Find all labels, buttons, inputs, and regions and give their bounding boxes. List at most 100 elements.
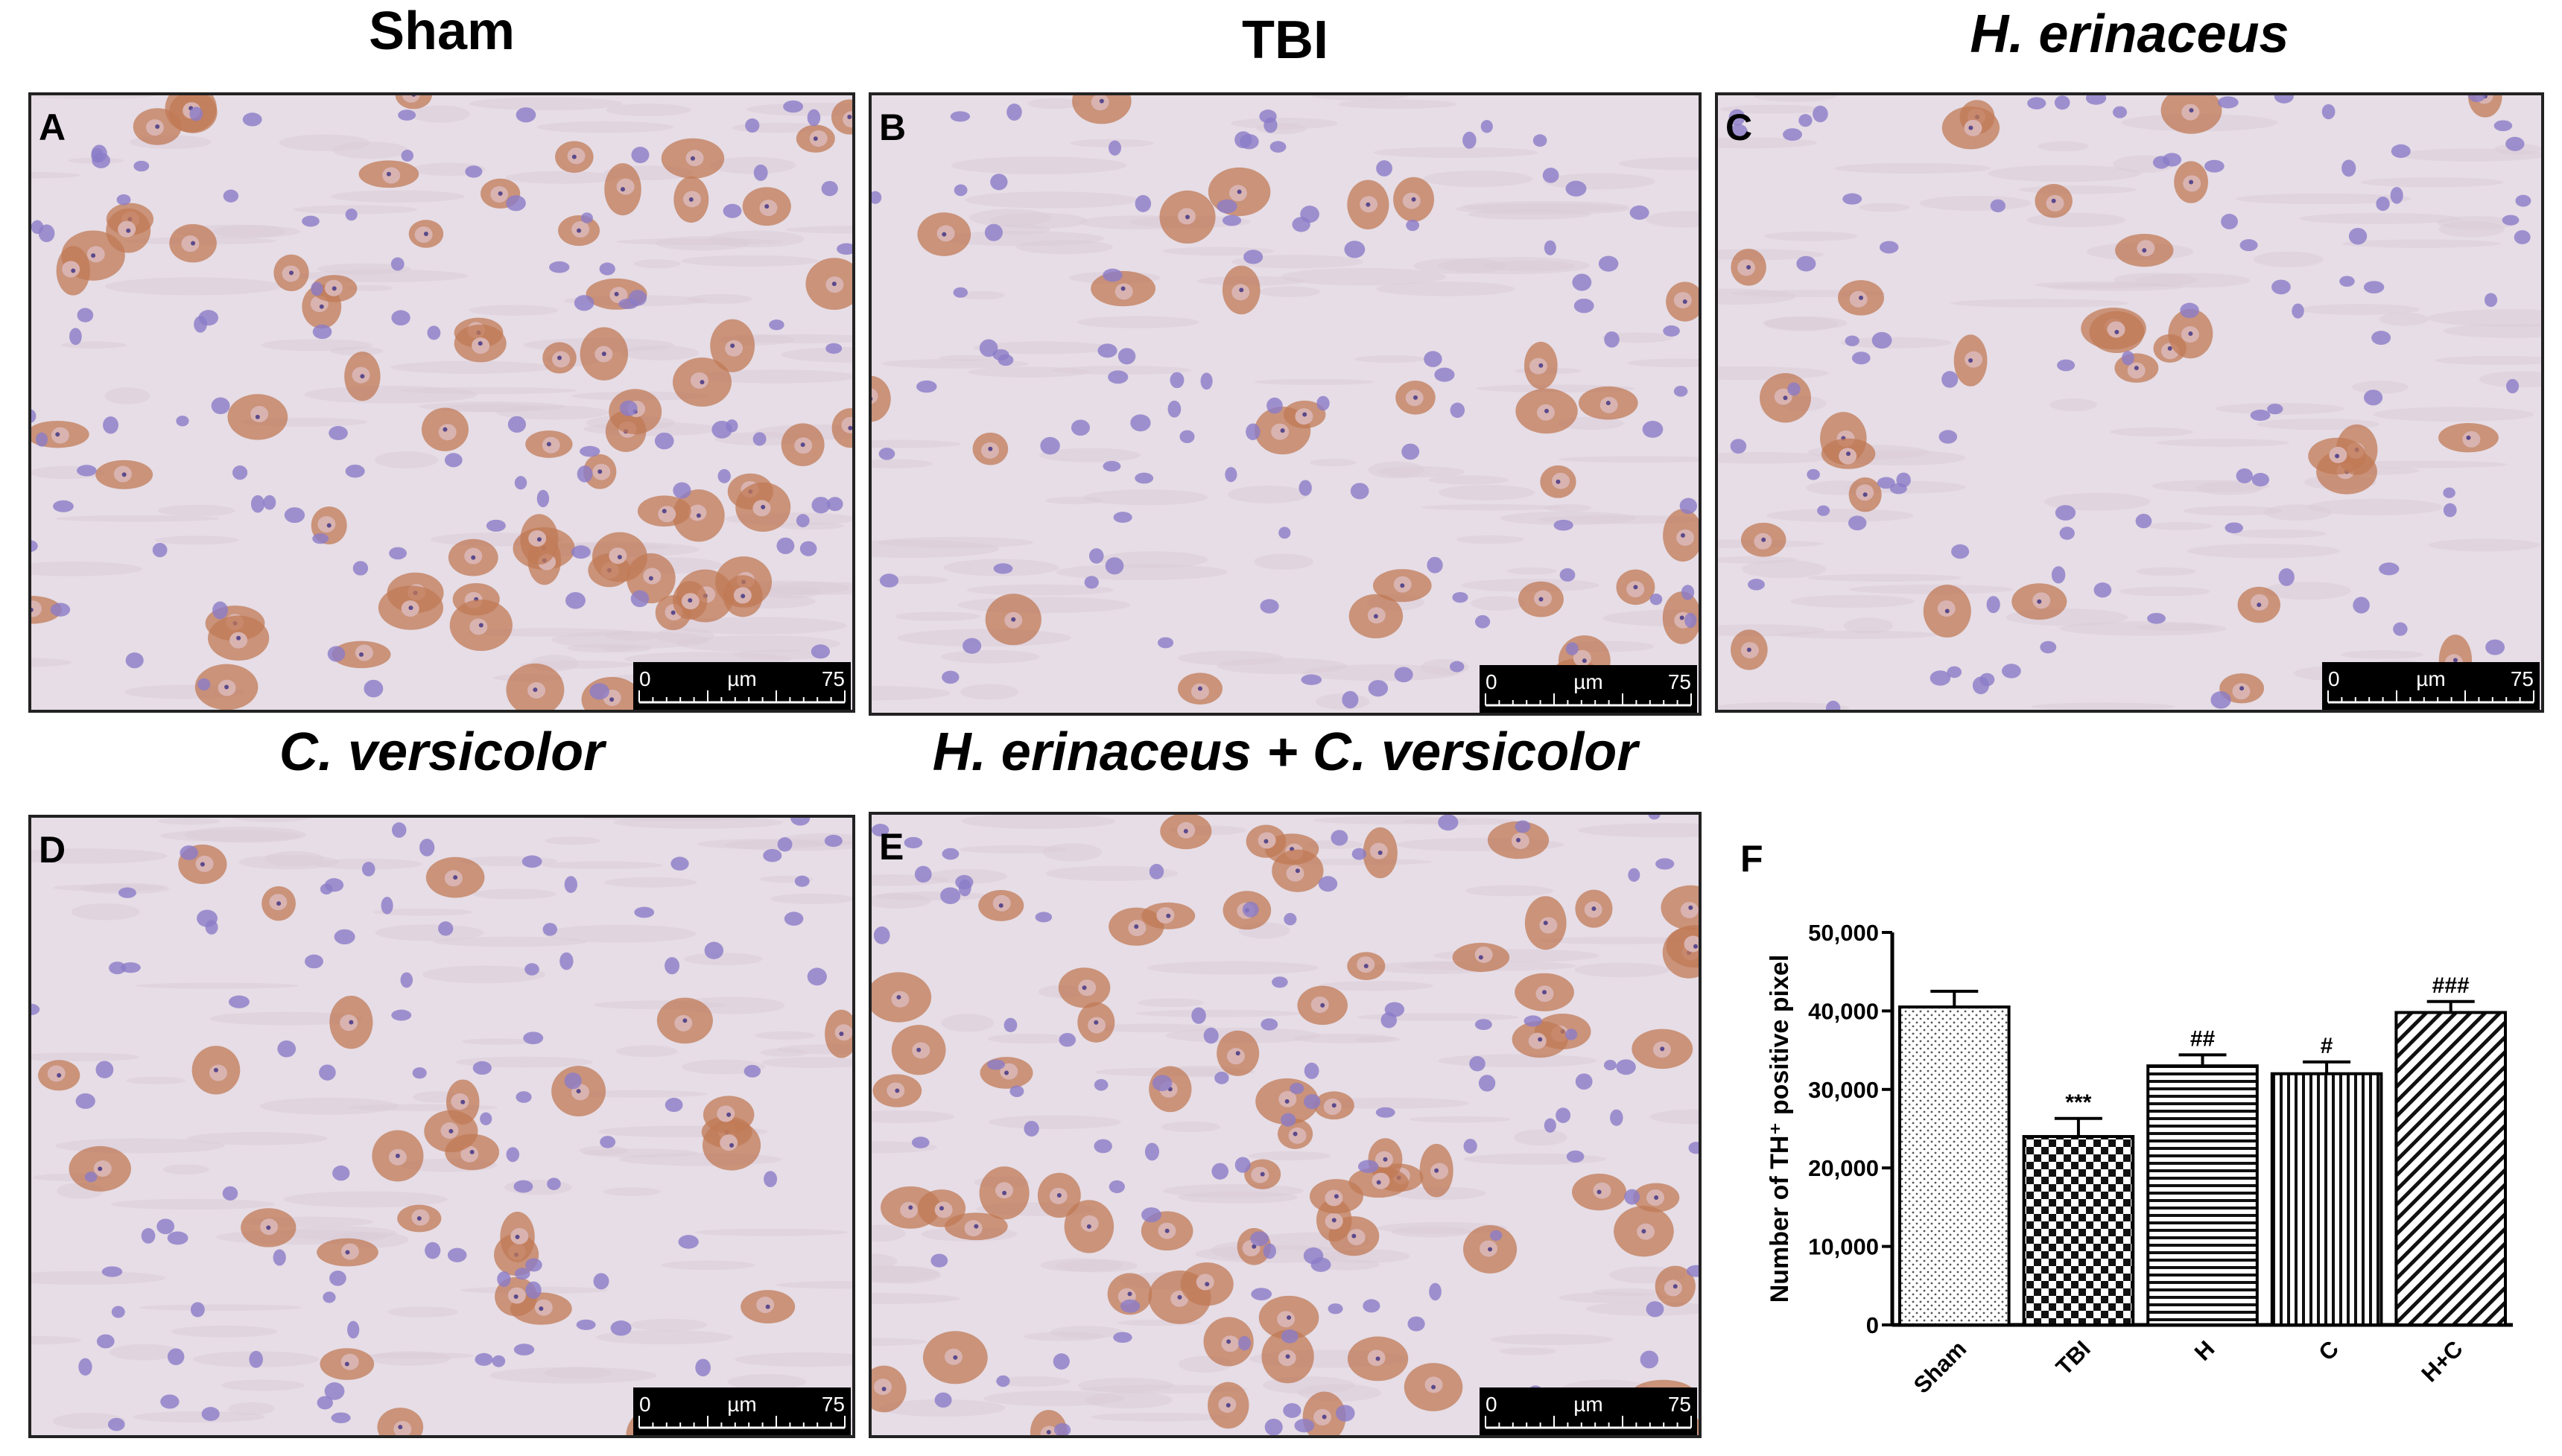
neuron-nucleus <box>841 416 854 433</box>
tissue-fiber <box>1558 456 1700 462</box>
tissue-fiber <box>2299 304 2420 315</box>
nucleolus <box>1672 1284 1678 1289</box>
glial-nucleus <box>1318 876 1338 892</box>
tissue-fiber <box>2038 141 2089 152</box>
glial-nucleus <box>1646 1301 1664 1317</box>
glial-nucleus <box>911 1136 930 1148</box>
tissue-fiber <box>633 259 680 269</box>
glial-nucleus <box>91 144 107 162</box>
glial-nucleus <box>1084 576 1099 589</box>
glial-nucleus <box>827 497 843 512</box>
tissue-fiber <box>870 439 961 448</box>
tissue-fiber <box>1178 1191 1298 1204</box>
glial-nucleus <box>1217 199 1237 214</box>
glial-nucleus <box>673 482 691 499</box>
glial-nucleus <box>1135 194 1152 212</box>
nucleolus <box>2114 329 2119 334</box>
nucleolus <box>533 687 538 693</box>
glial-nucleus <box>1610 1109 1623 1126</box>
glial-nucleus <box>1603 1060 1617 1071</box>
neuron-nucleus <box>1552 472 1570 489</box>
tissue-fiber <box>2136 567 2196 576</box>
glial-nucleus <box>425 1242 441 1259</box>
glial-nucleus <box>1783 128 1802 142</box>
glial-nucleus <box>1211 1163 1228 1180</box>
tissue-fiber <box>422 965 546 984</box>
glial-nucleus <box>103 416 119 434</box>
glial-nucleus <box>807 967 827 986</box>
glial-nucleus <box>361 862 375 877</box>
glial-nucleus <box>1730 439 1747 454</box>
nucleolus <box>1543 921 1548 926</box>
tissue-fiber <box>776 1281 854 1289</box>
glial-nucleus <box>1024 1120 1039 1137</box>
glial-nucleus <box>2236 468 2253 483</box>
glial-nucleus <box>1240 133 1259 150</box>
neuron-nucleus <box>1278 1090 1297 1107</box>
glial-nucleus <box>940 887 961 904</box>
neuron-nucleus <box>1964 119 1982 136</box>
glial-nucleus <box>577 465 593 483</box>
glial-nucleus <box>1889 483 1907 495</box>
neuron-nucleus <box>340 1353 359 1370</box>
tissue-fiber <box>951 156 1127 175</box>
neuron-nucleus <box>1226 1048 1245 1065</box>
tissue-fiber <box>596 1330 733 1345</box>
nucleolus <box>1373 614 1378 619</box>
glial-nucleus <box>2085 94 2107 105</box>
glial-nucleus <box>390 257 405 271</box>
glial-nucleus <box>2376 197 2390 212</box>
glial-nucleus <box>1242 901 1259 918</box>
glial-nucleus <box>1450 402 1465 419</box>
nucleolus <box>408 605 413 611</box>
glial-nucleus <box>1553 519 1573 531</box>
nucleolus <box>349 1020 354 1025</box>
tissue-fiber <box>1438 485 1535 500</box>
glial-nucleus <box>1842 193 1862 205</box>
nucleolus <box>1688 905 1693 910</box>
nucleolus <box>539 1306 544 1312</box>
nucleolus <box>609 697 615 702</box>
glial-nucleus <box>752 432 767 446</box>
nucleolus <box>1682 299 1687 305</box>
glial-nucleus <box>2514 230 2531 245</box>
glial-nucleus <box>984 223 1003 241</box>
tissue-fiber <box>668 617 847 635</box>
tissue-fiber <box>30 562 142 576</box>
glial-nucleus <box>930 1253 948 1268</box>
neuron-nucleus <box>912 1042 930 1059</box>
neuron-nucleus <box>1310 996 1329 1014</box>
glial-nucleus <box>1263 1243 1276 1259</box>
tissue-fiber <box>1091 1023 1217 1032</box>
glial-nucleus <box>1167 400 1182 418</box>
glial-nucleus <box>979 339 998 357</box>
glial-nucleus <box>249 1350 263 1368</box>
neuron-nucleus <box>616 178 635 195</box>
glial-nucleus <box>2210 691 2231 709</box>
nucleolus <box>1538 1037 1543 1042</box>
glial-nucleus <box>1053 1353 1070 1370</box>
glial-nucleus <box>990 174 1008 191</box>
tissue-fiber <box>2299 213 2461 224</box>
tissue-fiber <box>1313 816 1467 824</box>
glial-nucleus <box>197 909 218 927</box>
nucleolus <box>1488 1247 1493 1252</box>
neuron-nucleus <box>1774 388 1792 405</box>
glial-nucleus <box>2217 96 2239 109</box>
micrograph-image <box>30 816 854 1437</box>
glial-nucleus <box>438 921 454 936</box>
glial-nucleus <box>1686 1265 1700 1277</box>
tissue-fiber <box>1602 332 1674 343</box>
glial-nucleus <box>665 957 680 975</box>
tissue-fiber <box>683 953 763 966</box>
neuron-nucleus <box>1347 1229 1366 1246</box>
neuron-nucleus <box>402 94 420 104</box>
glial-nucleus <box>942 670 960 684</box>
glial-nucleus <box>77 308 94 322</box>
tissue-fiber <box>1578 823 1700 838</box>
nucleolus <box>1859 295 1864 300</box>
tissue-fiber <box>283 1191 448 1208</box>
tissue-fiber <box>461 1038 535 1045</box>
glial-nucleus <box>549 261 570 273</box>
